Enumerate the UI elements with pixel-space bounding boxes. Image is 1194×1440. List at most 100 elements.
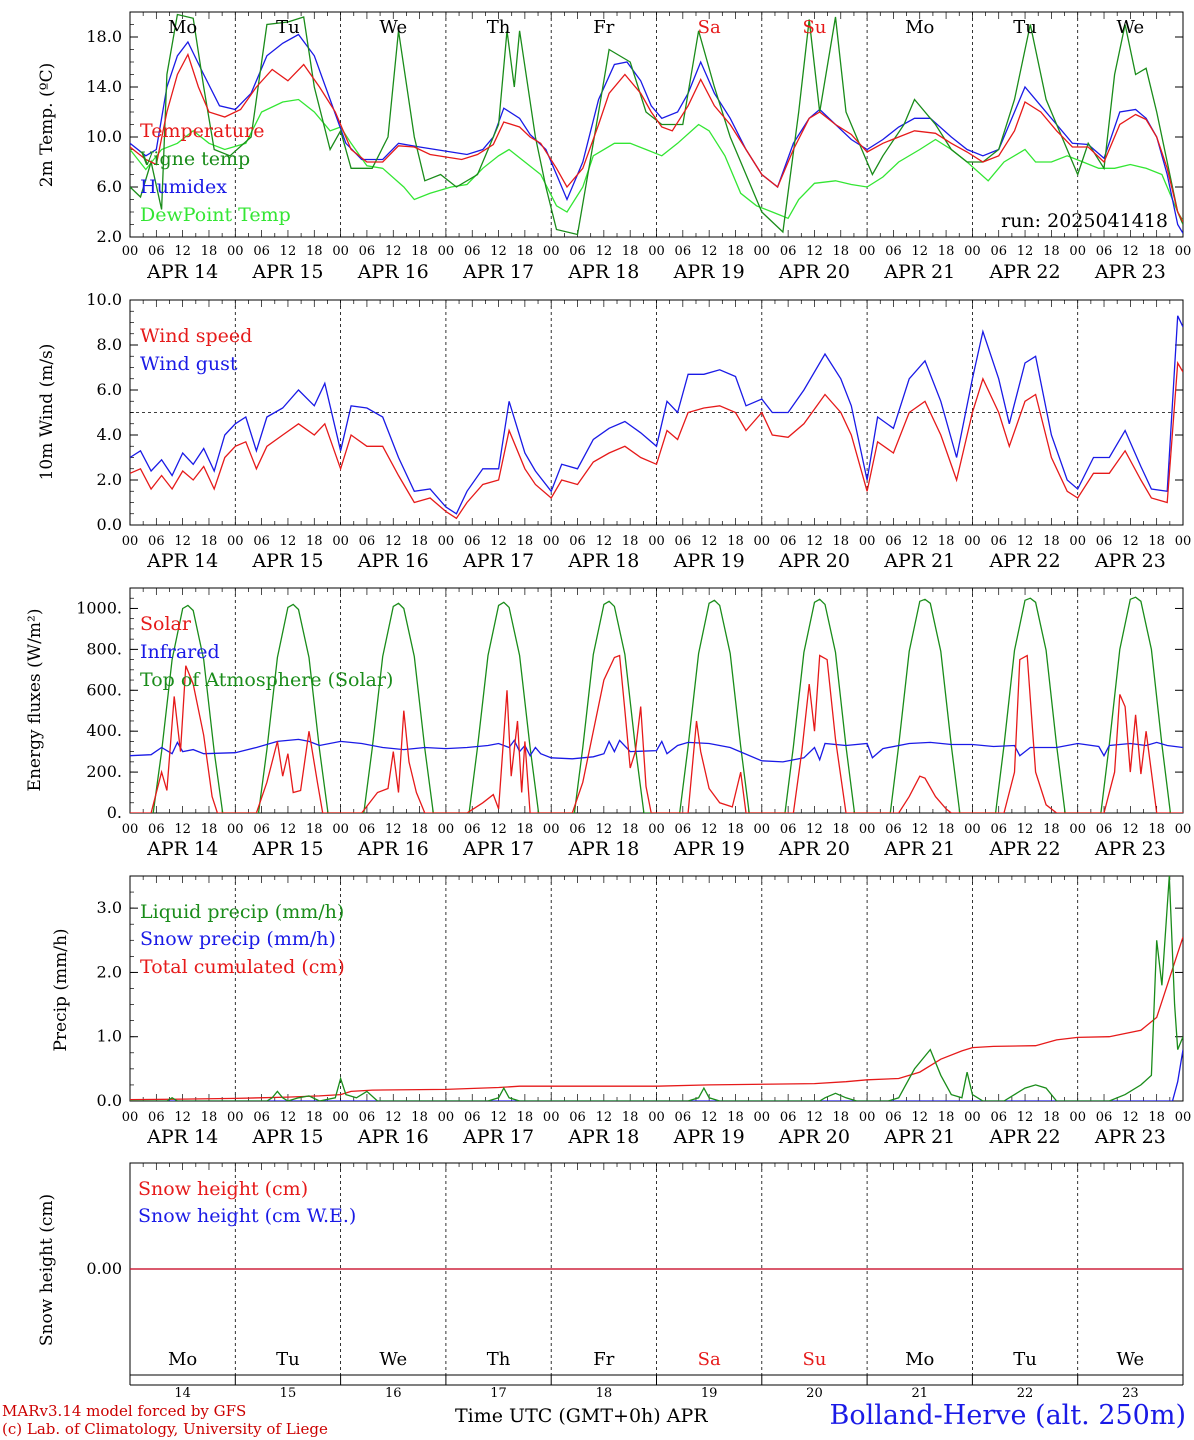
date-label: APR 17 [462, 1126, 534, 1148]
y-tick-label: 3.0 [97, 898, 122, 917]
hour-tick-label: 12 [385, 822, 402, 837]
hour-tick-label: 00 [543, 1110, 560, 1125]
hour-tick-label: 18 [727, 1110, 744, 1125]
hour-tick-label: 12 [490, 244, 507, 259]
legend-entry: Humidex [140, 176, 227, 198]
hour-tick-label: 18 [833, 822, 850, 837]
legend-entry: Wind speed [140, 325, 252, 347]
hour-tick-label: 06 [885, 822, 902, 837]
weekday-label: Mo [905, 1349, 934, 1370]
date-label: APR 23 [1094, 261, 1166, 283]
series-line-dewpoint-temp [130, 98, 1183, 222]
weekday-label: We [1117, 17, 1145, 38]
legend-entry: DewPoint Temp [140, 204, 291, 226]
date-label: APR 14 [146, 838, 218, 860]
hour-tick-label: 18 [1043, 1110, 1060, 1125]
hour-tick-label: 00 [754, 534, 771, 549]
hour-tick-label: 00 [1175, 822, 1192, 837]
hour-tick-label: 00 [648, 534, 665, 549]
date-label: APR 22 [989, 261, 1061, 283]
hour-tick-label: 12 [911, 822, 928, 837]
date-label: APR 15 [251, 1126, 323, 1148]
weekday-label: Mo [905, 17, 934, 38]
y-tick-label: 1.0 [97, 1027, 122, 1046]
date-label: APR 16 [357, 261, 429, 283]
hour-tick-label: 06 [253, 244, 270, 259]
legend-entry: Top of Atmosphere (Solar) [140, 669, 393, 691]
station-name: Bolland-Herve (alt. 250m) [829, 1400, 1186, 1431]
date-label: APR 16 [357, 838, 429, 860]
y-tick-label: 1000. [76, 598, 122, 617]
y-tick-label: 200. [86, 762, 122, 781]
y-axis-label: Energy fluxes (W/m²) [25, 609, 45, 792]
hour-tick-label: 18 [622, 1110, 639, 1125]
hour-tick-label: 18 [833, 244, 850, 259]
date-label: APR 21 [883, 1126, 955, 1148]
hour-tick-label: 00 [227, 822, 244, 837]
hour-tick-label: 18 [306, 534, 323, 549]
hour-tick-label: 00 [122, 1110, 139, 1125]
hour-tick-label: 06 [569, 534, 586, 549]
hour-tick-label: 18 [411, 822, 428, 837]
hour-tick-label: 00 [754, 1110, 771, 1125]
plot-frame [129, 587, 1184, 814]
date-label: APR 21 [883, 261, 955, 283]
hour-tick-label: 00 [648, 1110, 665, 1125]
legend-entry: Snow precip (mm/h) [140, 928, 336, 950]
date-label: APR 17 [462, 838, 534, 860]
date-label: APR 23 [1094, 838, 1166, 860]
y-tick-label: 14.0 [86, 77, 122, 96]
hour-tick-label: 18 [1043, 244, 1060, 259]
hour-tick-label: 12 [280, 822, 297, 837]
hour-tick-label: 12 [1122, 822, 1139, 837]
date-label: APR 15 [251, 838, 323, 860]
hour-tick-label: 12 [174, 822, 191, 837]
date-label: APR 14 [146, 261, 218, 283]
series-line-solar [130, 654, 1183, 813]
hour-tick-label: 12 [911, 1110, 928, 1125]
date-label: APR 19 [673, 838, 745, 860]
hour-tick-label: 12 [490, 1110, 507, 1125]
hour-tick-label: 00 [543, 244, 560, 259]
hour-tick-label: 18 [1043, 822, 1060, 837]
series-line-total-cumulated-cm- [130, 936, 1183, 1101]
hour-tick-label: 12 [911, 534, 928, 549]
date-label: APR 18 [567, 838, 639, 860]
hour-tick-label: 00 [754, 822, 771, 837]
hour-tick-label: 06 [464, 1110, 481, 1125]
y-axis-label: 2m Temp. (ºC) [37, 63, 57, 188]
hour-tick-label: 06 [1096, 244, 1113, 259]
date-label: APR 15 [251, 550, 323, 572]
date-label: APR 18 [567, 1126, 639, 1148]
hour-tick-label: 06 [780, 1110, 797, 1125]
hour-tick-label: 18 [727, 244, 744, 259]
series-line-top-of-atmosphere-solar- [152, 596, 1172, 813]
hour-tick-label: 00 [859, 244, 876, 259]
y-tick-label: 6.0 [97, 380, 122, 399]
hour-tick-label: 12 [701, 244, 718, 259]
date-label: APR 17 [462, 550, 534, 572]
hour-tick-label: 06 [569, 822, 586, 837]
hour-tick-label: 18 [411, 1110, 428, 1125]
y-tick-label: 2.0 [97, 962, 122, 981]
series-line-humidex [130, 33, 1183, 234]
hour-tick-label: 06 [464, 822, 481, 837]
hour-tick-label: 00 [122, 822, 139, 837]
hour-tick-label: 18 [622, 244, 639, 259]
legend-entry: Wind gust [140, 353, 238, 375]
series-line-infrared [130, 738, 1183, 763]
hour-tick-label: 00 [332, 244, 349, 259]
hour-tick-label: 06 [990, 534, 1007, 549]
hour-tick-label: 06 [569, 244, 586, 259]
y-tick-label: 2.0 [97, 470, 122, 489]
date-label: APR 22 [989, 838, 1061, 860]
day-number-label: 20 [806, 1386, 823, 1401]
hour-tick-label: 06 [885, 1110, 902, 1125]
hour-tick-label: 00 [332, 1110, 349, 1125]
hour-tick-label: 12 [1122, 244, 1139, 259]
hour-tick-label: 18 [517, 534, 534, 549]
day-number-label: 23 [1122, 1386, 1139, 1401]
panel-5: 0.00 Snow height (cm) Snow height (cm) Snow… [37, 1162, 1184, 1401]
weekday-label: Tu [276, 17, 300, 38]
hour-tick-label: 00 [648, 822, 665, 837]
